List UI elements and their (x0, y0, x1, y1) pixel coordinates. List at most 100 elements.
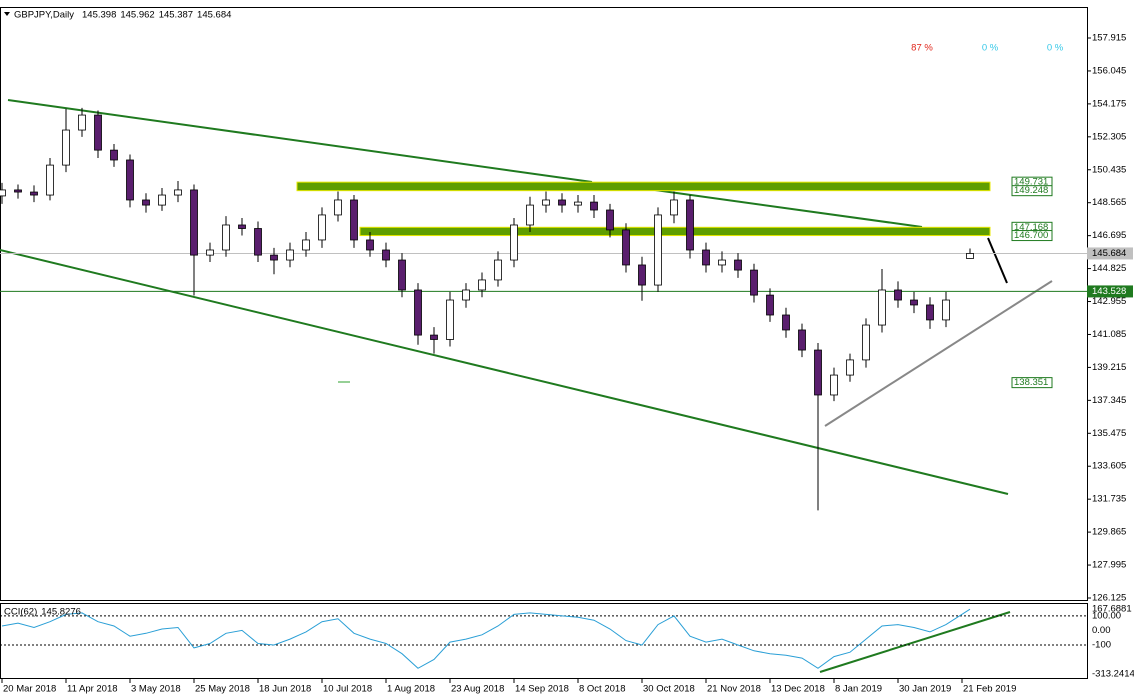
candle-body (142, 199, 150, 206)
candle-body (174, 189, 182, 196)
candle-body (494, 259, 502, 281)
x-tick-label: 1 Aug 2018 (387, 684, 435, 695)
level-box (1011, 230, 1053, 242)
percent-label: 0 % (1047, 43, 1064, 54)
level-box (1011, 377, 1053, 389)
candle-body (846, 359, 854, 376)
y-tick-label: 146.695 (1092, 230, 1126, 241)
candle-body (238, 224, 246, 229)
support-box (1087, 285, 1133, 298)
candle-body (254, 228, 262, 256)
candle-body (462, 289, 470, 301)
last-price-box (1087, 247, 1133, 260)
percent-label: 87 % (911, 43, 933, 54)
header-value: 145.962 (120, 10, 154, 21)
x-tick-label: 30 Jan 2019 (899, 684, 951, 695)
y-tick-label: 139.215 (1092, 362, 1126, 373)
indicator-tick-label: -100 (1092, 639, 1111, 650)
candle-body (382, 249, 390, 261)
x-tick-label: 25 May 2018 (195, 684, 250, 695)
candle-body (350, 199, 358, 241)
channel-top-2 (654, 189, 923, 228)
candle-body (46, 164, 54, 196)
candle-body (318, 214, 326, 241)
candle-body (702, 249, 710, 266)
level-label: 147.168 (1014, 222, 1048, 233)
level-label: 138.351 (1014, 377, 1048, 388)
candle-body (158, 194, 166, 206)
x-tick-label: 20 Mar 2018 (3, 684, 56, 695)
support-trend (824, 280, 1053, 427)
candle-body (526, 204, 534, 226)
candle-body (302, 239, 310, 251)
candle-body (0, 189, 6, 197)
y-tick-label: 141.085 (1092, 329, 1126, 340)
candle-body (966, 253, 974, 259)
last-price-label: 145.684 (1092, 248, 1126, 259)
candle-body (542, 199, 550, 206)
x-tick-label: 14 Sep 2018 (515, 684, 569, 695)
level-label: 149.731 (1014, 177, 1048, 188)
y-tick-label: 127.995 (1092, 560, 1126, 571)
candle-body (830, 374, 838, 396)
indicator-name: CCI(62) (4, 607, 37, 618)
indicator-tick-label: 167.6881 (1092, 604, 1132, 615)
candle-body (718, 259, 726, 266)
y-tick-label: 133.605 (1092, 461, 1126, 472)
candle-body (798, 329, 806, 351)
candle-body (222, 224, 230, 251)
candle-body (862, 324, 870, 361)
x-tick-label: 18 Jun 2018 (259, 684, 311, 695)
channel-top (7, 99, 593, 183)
channel-bottom (0, 249, 1009, 495)
percent-label: 0 % (982, 43, 999, 54)
candle-body (894, 289, 902, 301)
candle-body (94, 114, 102, 151)
candle-body (750, 269, 758, 296)
support-label: 143.528 (1092, 286, 1126, 297)
candle-body (126, 159, 134, 201)
candle-body (446, 299, 454, 340)
candle-body (206, 249, 214, 256)
x-tick-label: 10 Jul 2018 (323, 684, 372, 695)
candle-body (558, 199, 566, 206)
y-tick-label: 157.915 (1092, 33, 1126, 44)
y-tick-label: 148.565 (1092, 197, 1126, 208)
candle-body (766, 294, 774, 316)
indicator-line (1, 608, 971, 669)
candle-body (286, 249, 294, 261)
candle-body (734, 259, 742, 271)
x-tick-label: 8 Oct 2018 (579, 684, 625, 695)
level-label: 149.248 (1014, 185, 1048, 196)
candle-body (190, 189, 198, 256)
header-value: 145.398 (82, 10, 116, 21)
candle-body (430, 334, 438, 340)
candle-body (942, 299, 950, 321)
y-tick-label: 137.345 (1092, 395, 1126, 406)
candle-body (638, 264, 646, 286)
candle-body (270, 254, 278, 261)
x-tick-label: 13 Dec 2018 (771, 684, 825, 695)
candle-body (414, 289, 422, 336)
y-tick-label: 131.735 (1092, 494, 1126, 505)
header-value: 145.684 (197, 10, 231, 21)
candle-body (622, 229, 630, 266)
indicator-tick-label: -313.2414 (1092, 669, 1134, 680)
indicator-tick-label: 0.00 (1092, 625, 1111, 636)
candle-body (14, 189, 22, 193)
x-tick-label: 21 Feb 2019 (963, 684, 1016, 695)
cci-trend (819, 611, 1011, 673)
y-tick-label: 156.045 (1092, 65, 1126, 76)
candle-body (782, 314, 790, 331)
candle-body (398, 259, 406, 291)
menu-arrow[interactable] (4, 12, 10, 16)
candle-body (510, 224, 518, 261)
y-tick-label: 150.435 (1092, 164, 1126, 175)
title: GBPJPY,Daily (14, 10, 74, 21)
candle-body (910, 299, 918, 306)
candle-body (878, 289, 886, 326)
candle-body (78, 114, 86, 131)
